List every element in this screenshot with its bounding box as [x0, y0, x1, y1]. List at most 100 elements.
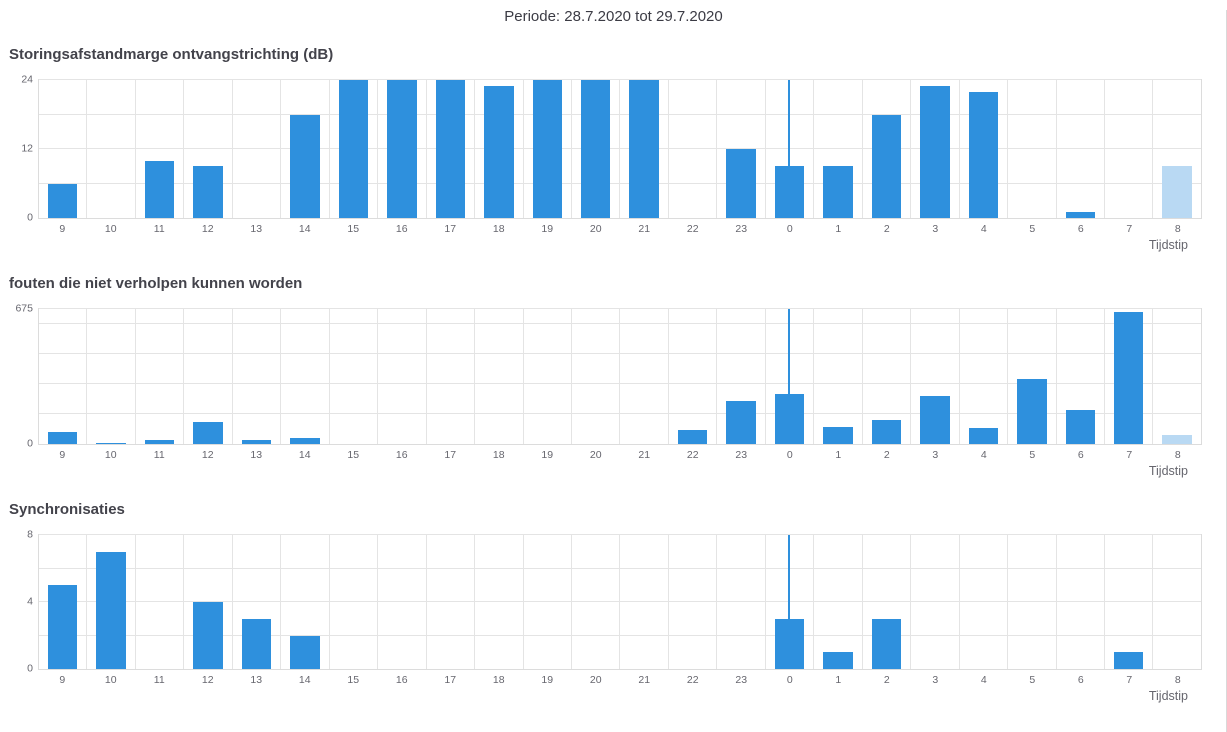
bar-hour-3[interactable] [920, 85, 950, 218]
bar-hour-9[interactable] [48, 183, 78, 218]
y-axis-tick-label: 24 [21, 73, 33, 86]
bar-hour-11[interactable] [144, 160, 175, 218]
bar-hour-23[interactable] [726, 401, 756, 444]
bar-hour-6[interactable] [1065, 212, 1095, 218]
category-band [522, 535, 571, 669]
bar-hour-14[interactable] [290, 438, 320, 444]
plot-area: 0 12 24 [21, 74, 1202, 223]
x-axis-tick-label: 21 [638, 223, 651, 235]
category-band [716, 535, 764, 669]
x-axis-tick-label: 14 [298, 674, 311, 686]
x-axis-tick-label: 2 [883, 449, 890, 461]
category-band [377, 309, 425, 444]
bar-hour-3[interactable] [920, 396, 950, 444]
bar-hour-17[interactable] [435, 80, 466, 218]
y-axis-tick-label: 0 [27, 211, 33, 224]
x-axis-tick-label: 8 [1174, 223, 1181, 235]
bar-hour-14[interactable] [290, 635, 320, 669]
x-axis-tick-label: 6 [1077, 223, 1084, 235]
category-band [1055, 80, 1104, 218]
bar-hour-7[interactable] [1113, 312, 1144, 444]
bar-hour-23[interactable] [726, 149, 756, 218]
x-axis-tick-label: 0 [786, 674, 793, 686]
x-axis-tick-label: 20 [589, 223, 602, 235]
bar-hour-13[interactable] [241, 440, 272, 444]
bar-hour-20[interactable] [581, 80, 611, 218]
category-band [716, 80, 764, 218]
bar-hour-14[interactable] [290, 114, 320, 218]
category-band [667, 309, 716, 444]
category-band [813, 535, 861, 669]
midnight-divider-line [788, 535, 791, 669]
x-axis-tick-label: 15 [347, 674, 360, 686]
bar-hour-10[interactable] [96, 443, 126, 444]
category-band [134, 535, 183, 669]
x-axis-tick-label: 8 [1174, 674, 1181, 686]
bar-hour-2[interactable] [871, 420, 902, 444]
x-axis-title: Tijdstip [1148, 689, 1188, 703]
bar-hour-6[interactable] [1065, 410, 1095, 444]
category-band [39, 309, 86, 444]
bar-hour-1[interactable] [823, 652, 853, 669]
bar-hour-0[interactable] [774, 166, 805, 218]
category-band [183, 535, 231, 669]
bar-hour-16[interactable] [387, 80, 417, 218]
bar-hour-19[interactable] [532, 80, 562, 218]
bar-hour-8[interactable] [1162, 435, 1192, 444]
bar-hour-2[interactable] [871, 114, 902, 218]
bar-hour-12[interactable] [193, 166, 223, 218]
bar-hour-8[interactable] [1162, 166, 1192, 218]
bar-hour-18[interactable] [484, 85, 514, 218]
x-axis-tick-label: 15 [347, 223, 360, 235]
bar-hour-2[interactable] [871, 618, 902, 669]
x-axis-tick-label: 5 [1029, 674, 1036, 686]
x-axis-tick-label: 23 [735, 674, 748, 686]
x-axis-tick-label: 19 [541, 223, 554, 235]
bar-hour-12[interactable] [193, 422, 223, 444]
period-label: Periode: 28.7.2020 tot 29.7.2020 [504, 8, 723, 25]
bar-hour-12[interactable] [193, 602, 223, 669]
x-axis-tick-label: 2 [883, 223, 890, 235]
category-band [910, 535, 958, 669]
x-axis-tick-label: 3 [932, 223, 939, 235]
x-axis-tick-label: 22 [686, 223, 699, 235]
bar-hour-1[interactable] [823, 427, 853, 444]
x-axis-title: Tijdstip [1148, 464, 1188, 478]
bar-hour-0[interactable] [774, 618, 805, 669]
x-axis-tick-label: 18 [492, 449, 505, 461]
bar-hour-1[interactable] [823, 166, 853, 218]
category-band [958, 80, 1007, 218]
x-axis-tick-label: 9 [59, 674, 66, 686]
category-band [86, 80, 134, 218]
x-axis-tick-label: 12 [201, 449, 214, 461]
bar-hour-9[interactable] [48, 432, 78, 444]
x-axis-tick-label: 17 [444, 674, 457, 686]
y-axis-tick-label: 0 [27, 437, 33, 450]
x-axis-tick-label: 20 [589, 449, 602, 461]
bar-hour-0[interactable] [774, 394, 805, 444]
x-axis-labels: 9 10 11 12 13 14 15 16 17 18 19 20 21 22 23 0 1 2 3 4 5 6 7 8 [38, 223, 1202, 236]
x-axis-tick-label: 4 [980, 674, 987, 686]
bar-hour-7[interactable] [1113, 652, 1144, 669]
x-axis-tick-label: 21 [638, 449, 651, 461]
x-axis-tick-label: 11 [153, 449, 165, 461]
bar-hour-9[interactable] [48, 585, 78, 669]
category-band [1055, 535, 1104, 669]
bar-hour-21[interactable] [629, 80, 659, 218]
category-band [280, 535, 328, 669]
bar-hour-22[interactable] [677, 430, 708, 444]
h-gridline [39, 79, 1201, 80]
x-axis-tick-label: 12 [201, 223, 214, 235]
bar-hour-11[interactable] [144, 440, 175, 444]
category-band [570, 80, 619, 218]
bar-hour-13[interactable] [241, 618, 272, 669]
plot-area: 0 4 8 [27, 529, 1202, 674]
bar-hour-5[interactable] [1017, 379, 1047, 444]
bar-hour-4[interactable] [968, 91, 999, 218]
bar-hour-15[interactable] [338, 80, 369, 218]
category-band [425, 309, 474, 444]
x-axis-tick-label: 14 [298, 449, 311, 461]
bar-hour-4[interactable] [968, 428, 999, 444]
bar-hour-10[interactable] [96, 551, 126, 669]
x-axis-tick-label: 3 [932, 449, 939, 461]
